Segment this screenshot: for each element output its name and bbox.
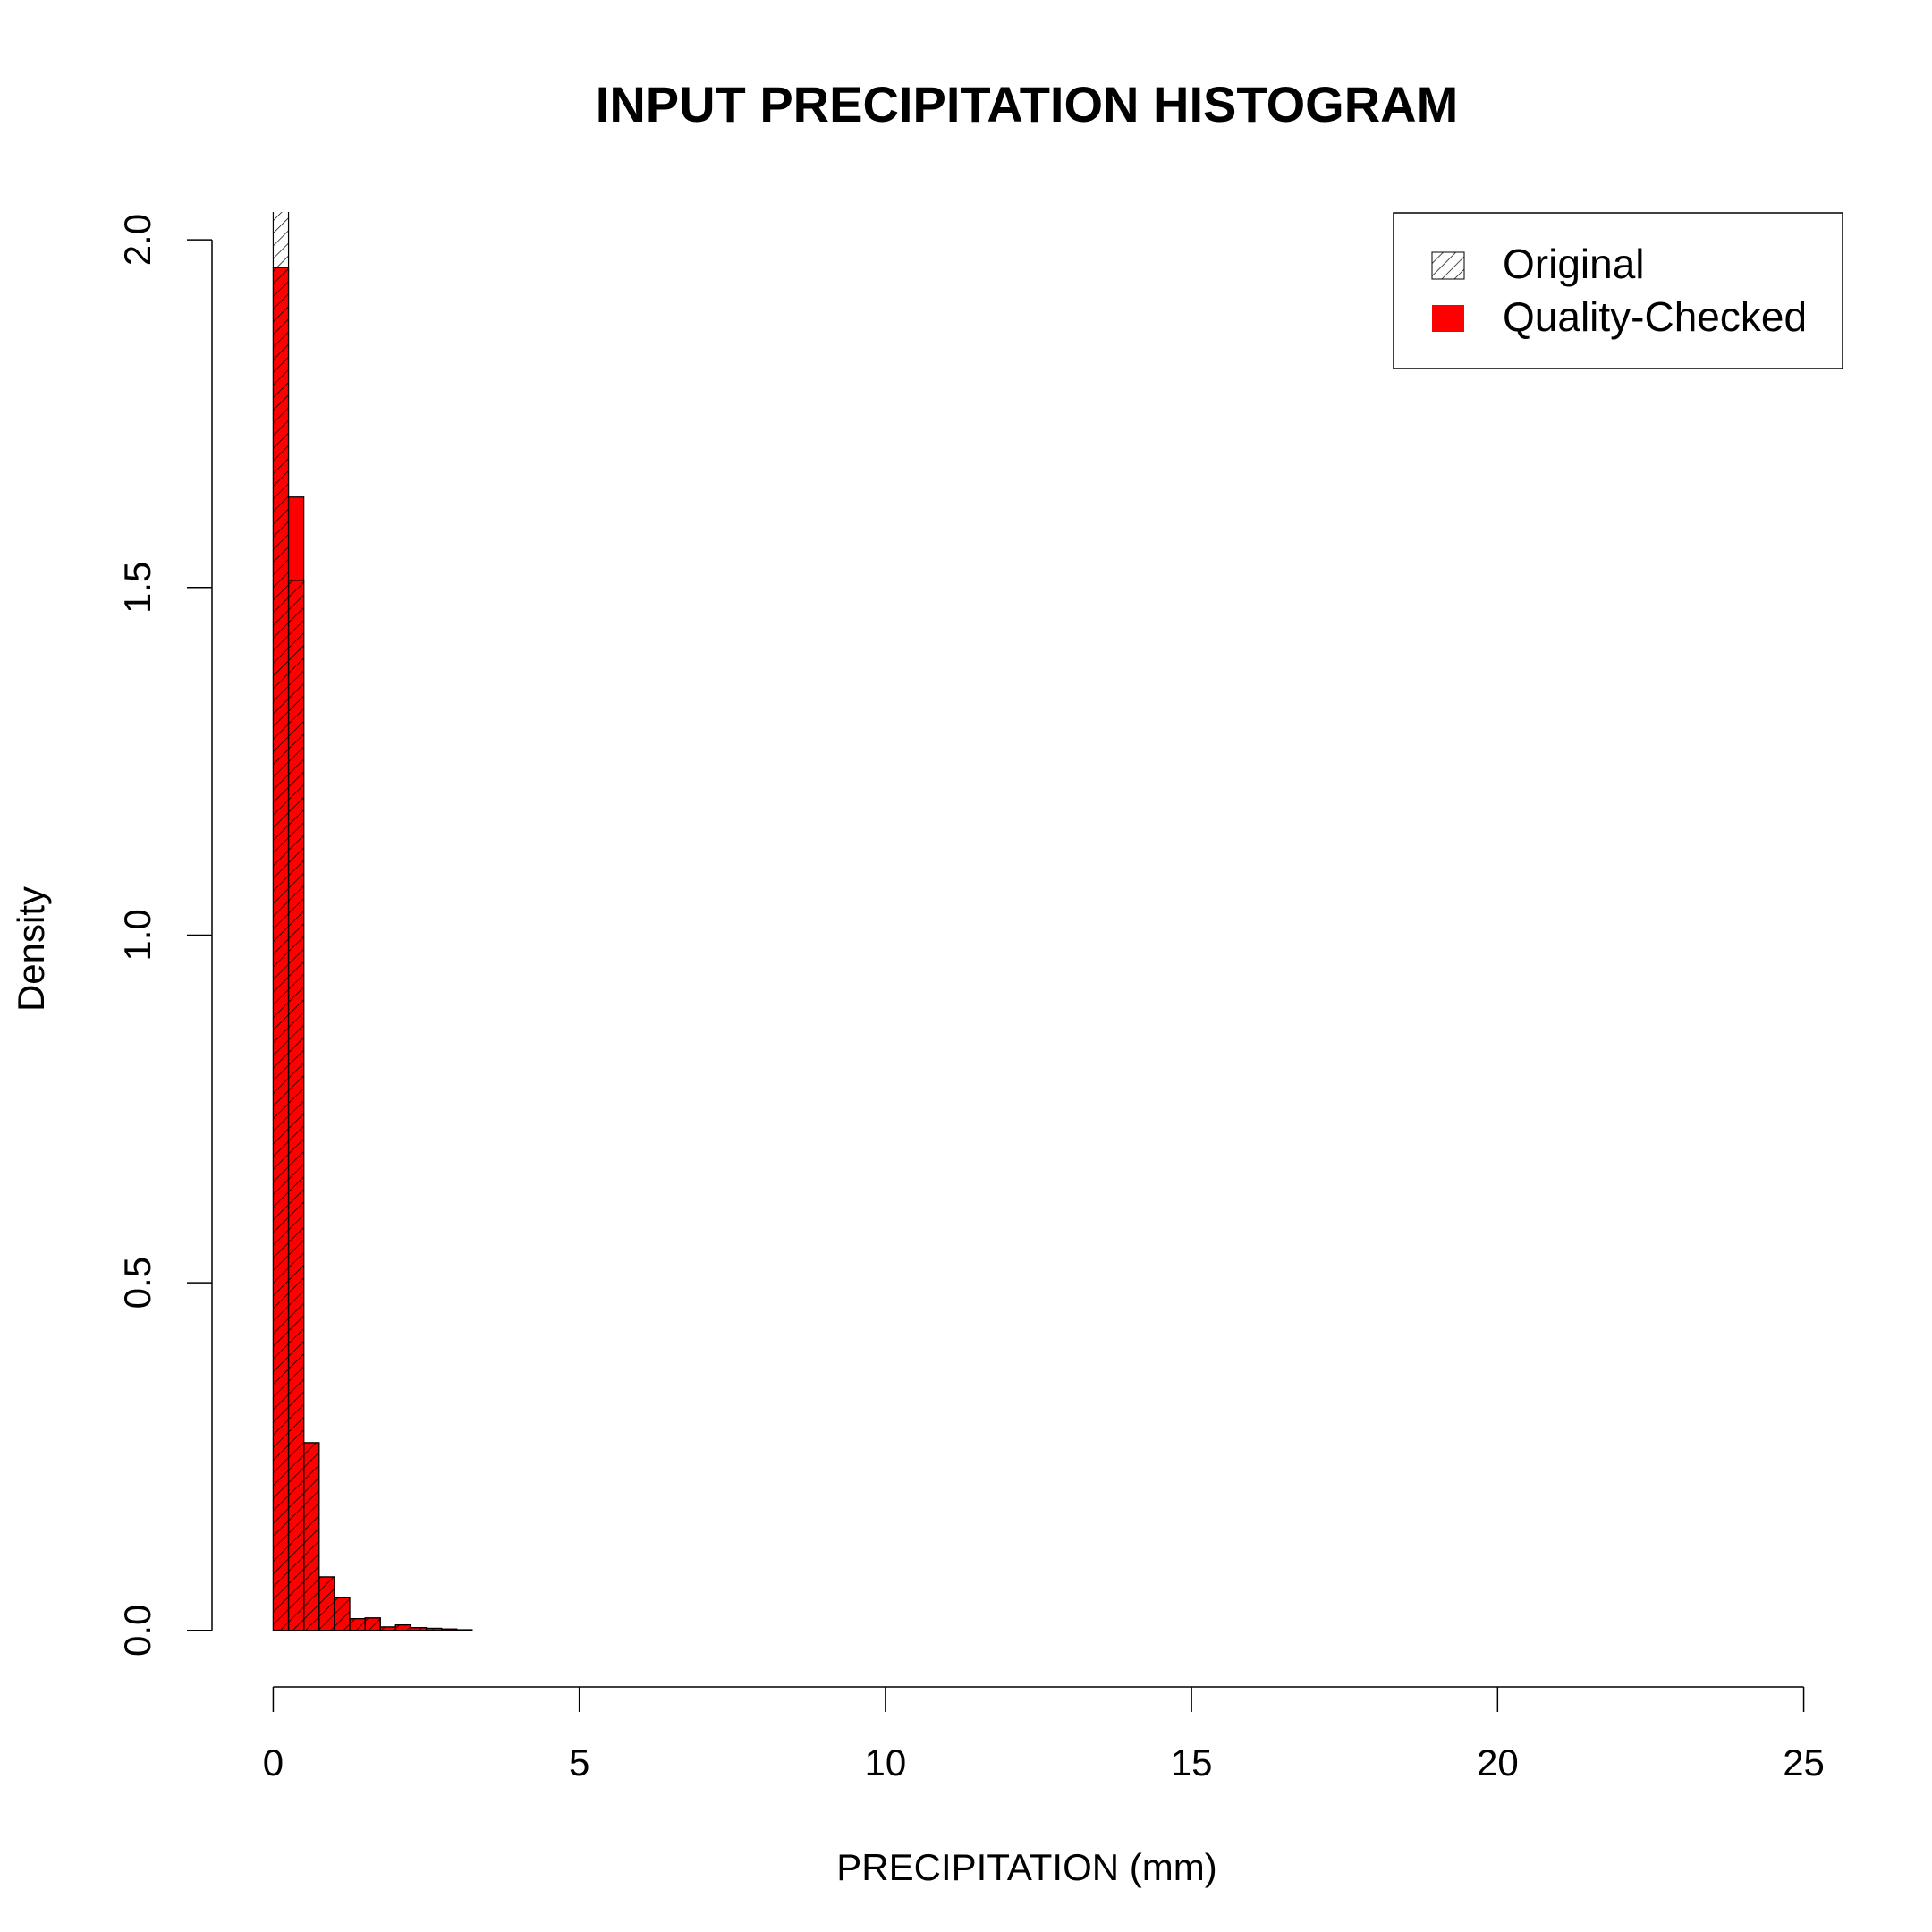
- histogram-bar: [272, 212, 290, 1631]
- legend-label: Quality-Checked: [1503, 293, 1807, 340]
- x-tick-label: 25: [1783, 1741, 1825, 1784]
- histogram-bar: [379, 1626, 396, 1631]
- histogram-bar: [456, 1629, 473, 1631]
- legend-box: [1393, 212, 1843, 369]
- x-tick-label: 10: [865, 1741, 907, 1784]
- y-tick-label: 0.0: [116, 1605, 158, 1657]
- legend-swatch: [1431, 251, 1465, 280]
- y-tick-label: 2.0: [116, 214, 158, 266]
- y-tick-label: 1.0: [116, 909, 158, 961]
- histogram-bar: [364, 1617, 381, 1631]
- plot-area: [272, 212, 473, 1631]
- x-tick-label: 15: [1171, 1741, 1213, 1784]
- x-axis-title: PRECIPITATION (mm): [836, 1846, 1216, 1888]
- histogram-bar: [349, 1617, 366, 1631]
- histogram-bar: [287, 580, 305, 1631]
- x-tick-label: 0: [263, 1741, 284, 1784]
- y-tick-label: 1.5: [116, 562, 158, 614]
- legend-swatch: [1432, 305, 1464, 332]
- histogram-bar: [318, 1576, 335, 1631]
- histogram-bar: [334, 1597, 351, 1631]
- histogram-bar: [425, 1627, 443, 1631]
- x-tick-label: 20: [1477, 1741, 1519, 1784]
- legend-label: Original: [1503, 241, 1645, 287]
- y-axis-title: Density: [10, 886, 52, 1012]
- x-tick-label: 5: [569, 1741, 589, 1784]
- histogram-bar: [410, 1627, 428, 1631]
- histogram-bar: [303, 1442, 320, 1631]
- y-tick-label: 0.5: [116, 1257, 158, 1309]
- chart-title: INPUT PRECIPITATION HISTOGRAM: [596, 76, 1458, 132]
- histogram-bar: [394, 1623, 412, 1631]
- histogram-bar: [441, 1628, 458, 1631]
